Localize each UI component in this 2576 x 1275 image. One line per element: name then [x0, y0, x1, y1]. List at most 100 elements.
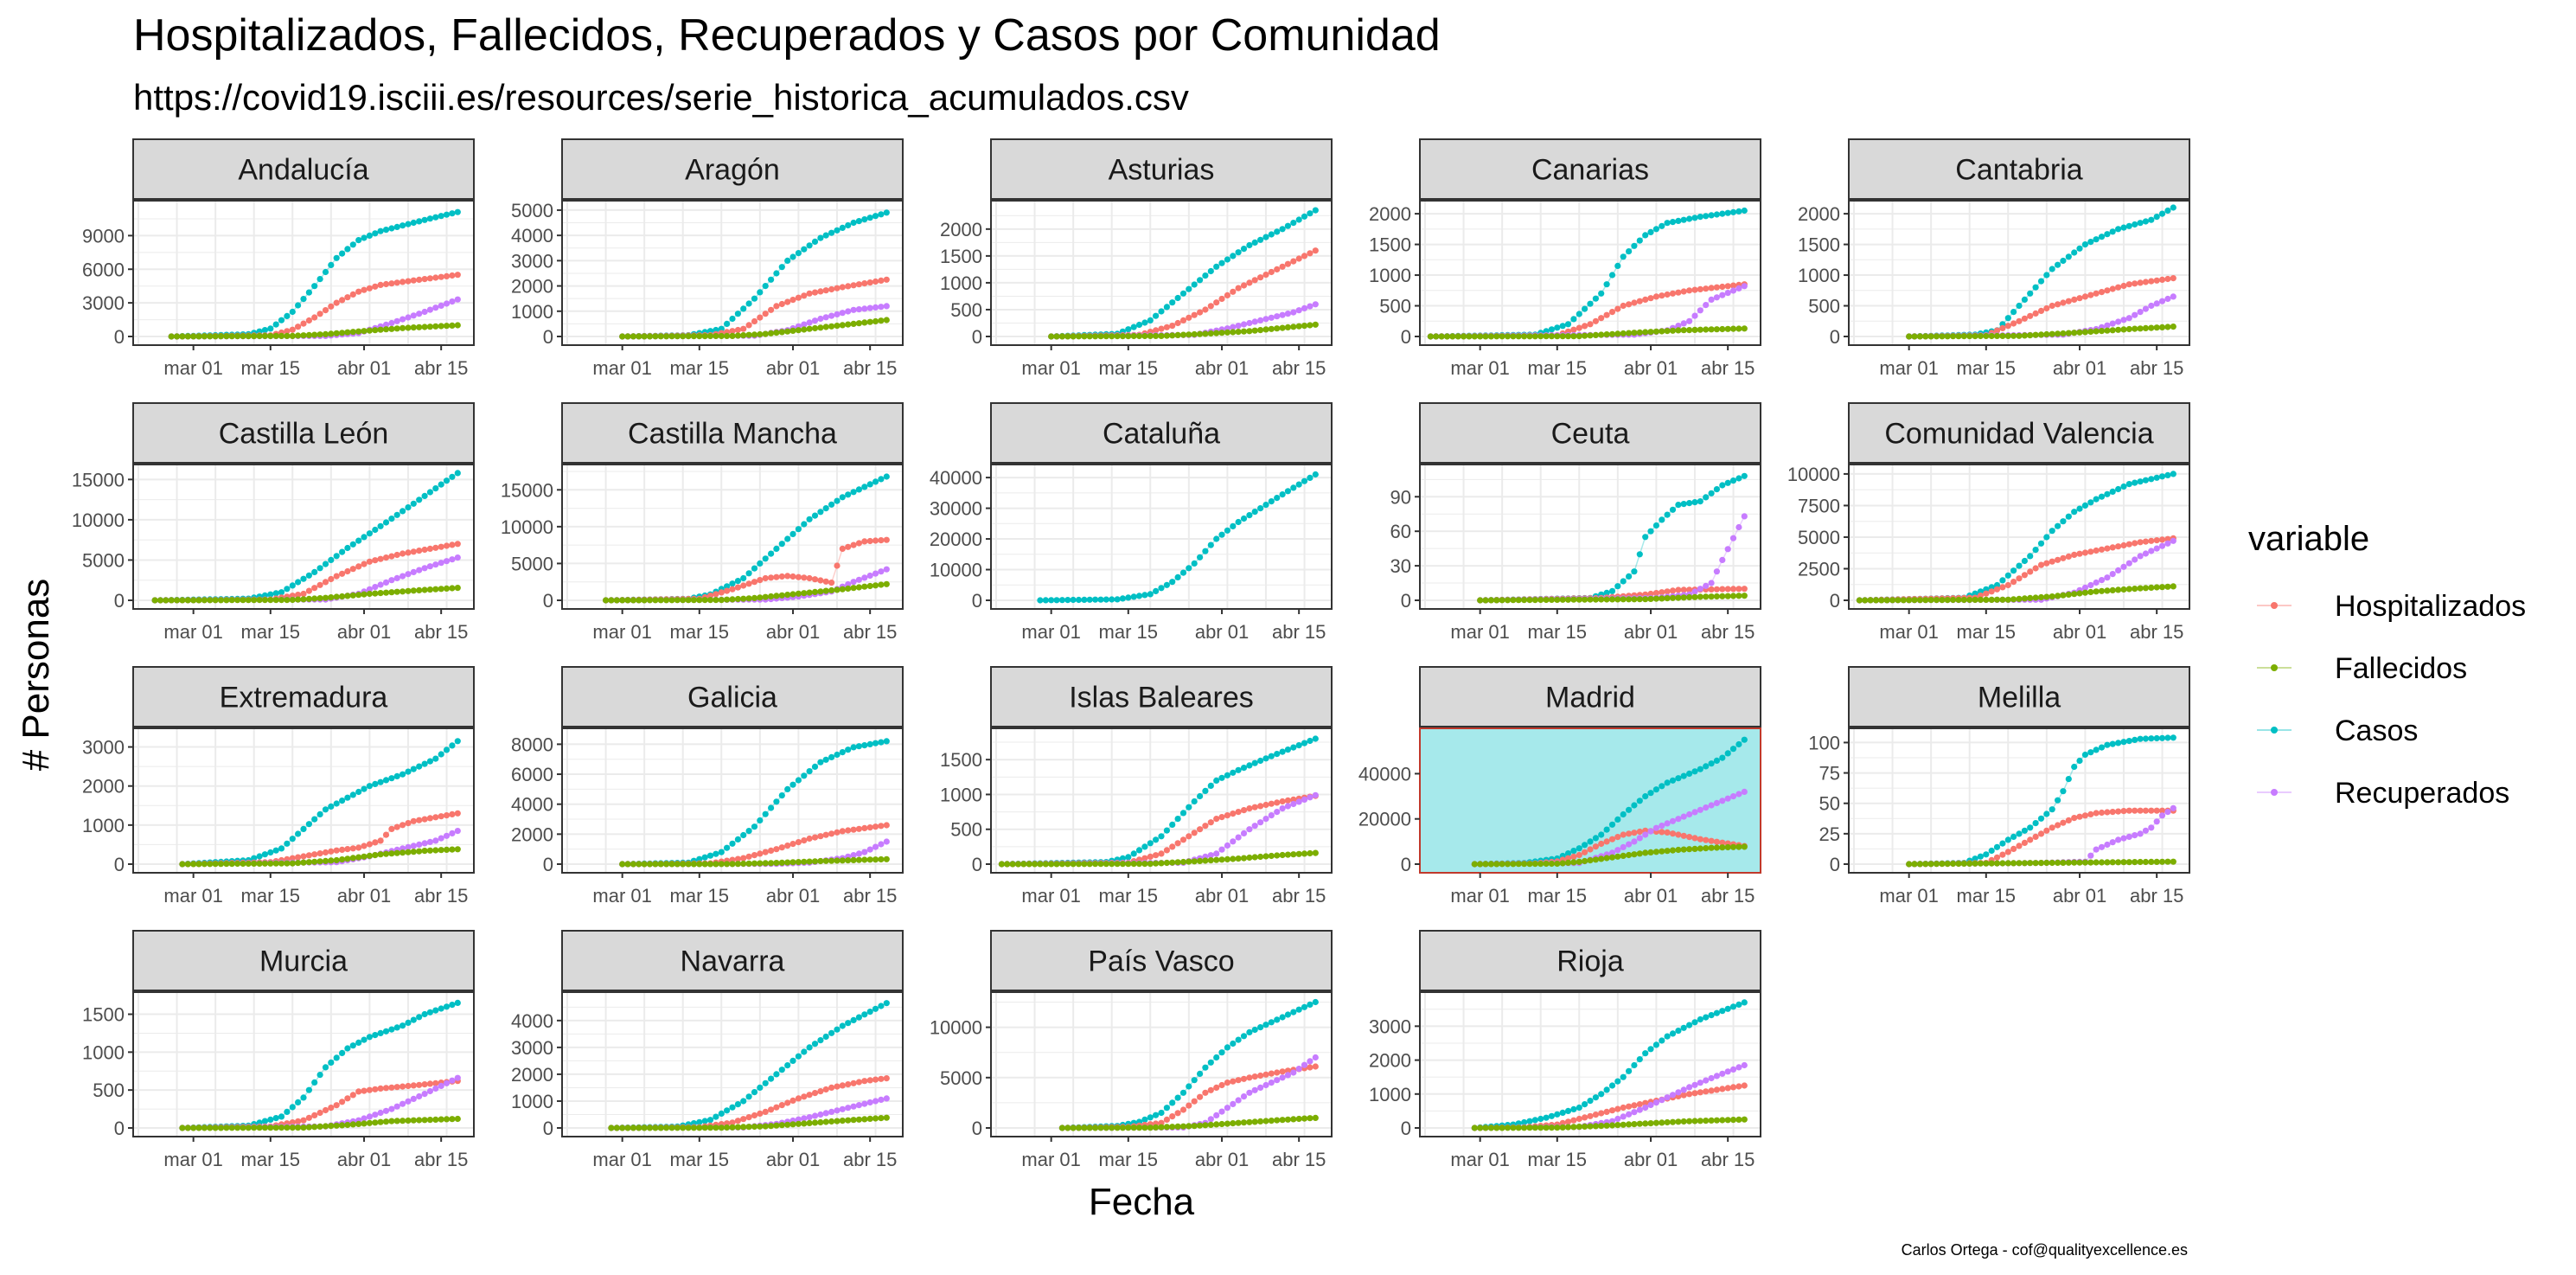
data-point: [1262, 1118, 1269, 1124]
data-point: [261, 597, 268, 604]
data-point: [2065, 817, 2072, 824]
data-point: [1202, 823, 1209, 830]
x-tick-label: abr 15: [843, 1149, 897, 1170]
data-point: [1207, 330, 1214, 337]
data-point: [1531, 1117, 1538, 1124]
data-point: [850, 852, 857, 859]
data-point: [845, 283, 852, 290]
data-point: [2055, 522, 2061, 529]
data-point: [454, 738, 461, 745]
data-point: [1279, 798, 1286, 805]
data-point: [839, 494, 846, 501]
data-point: [382, 326, 390, 333]
data-point: [768, 276, 775, 283]
data-point: [1510, 1124, 1517, 1131]
data-point: [1960, 860, 1967, 868]
data-point: [762, 1123, 769, 1130]
data-point: [1279, 263, 1286, 270]
data-point: [1257, 853, 1264, 861]
data-point: [432, 814, 439, 821]
data-point: [1703, 302, 1710, 309]
legend-label: Casos: [2335, 714, 2418, 747]
data-point: [328, 1105, 335, 1112]
data-point: [1224, 772, 1230, 778]
data-point: [745, 580, 752, 587]
data-point: [845, 857, 852, 864]
data-point: [1647, 1046, 1654, 1053]
data-point: [1735, 285, 1742, 292]
data-point: [426, 586, 433, 593]
data-point: [1724, 795, 1731, 802]
data-point: [1576, 1104, 1582, 1112]
data-point: [1471, 333, 1478, 340]
data-point: [1284, 803, 1291, 810]
data-point: [267, 1116, 274, 1123]
x-tick-label: mar 01: [592, 885, 651, 907]
data-point: [1659, 516, 1665, 523]
y-tick-label: 1500: [1369, 234, 1411, 256]
data-point: [443, 585, 451, 593]
data-point: [2153, 300, 2160, 307]
data-point: [1564, 850, 1572, 857]
data-point: [393, 551, 400, 559]
data-point: [778, 859, 785, 867]
data-point: [1686, 1022, 1693, 1028]
data-point: [1741, 1061, 1748, 1069]
data-point: [2120, 483, 2127, 490]
data-point: [1235, 1036, 1242, 1043]
x-tick-label: abr 15: [2130, 357, 2183, 379]
data-point: [405, 587, 412, 594]
data-point: [1582, 842, 1588, 849]
data-point: [1614, 847, 1621, 854]
data-point: [1999, 840, 2006, 847]
data-point: [1631, 242, 1638, 249]
data-point: [421, 546, 428, 554]
data-point: [1735, 1001, 1742, 1008]
x-tick-label: mar 15: [241, 357, 300, 379]
data-point: [400, 1083, 406, 1090]
data-point: [784, 592, 791, 599]
data-point: [432, 274, 439, 281]
data-point: [416, 1092, 423, 1100]
data-point: [1240, 1093, 1248, 1100]
data-point: [1983, 851, 1990, 858]
data-point: [1191, 1123, 1198, 1130]
data-point: [2125, 586, 2132, 593]
data-point: [1213, 330, 1220, 336]
data-point: [1724, 1068, 1731, 1075]
data-point: [1246, 279, 1253, 286]
data-point: [228, 861, 235, 868]
data-point: [2109, 586, 2116, 594]
data-point: [718, 1124, 725, 1131]
data-point: [811, 1119, 819, 1126]
data-point: [1103, 596, 1109, 603]
data-point: [762, 849, 769, 855]
data-point: [349, 1042, 356, 1049]
data-point: [1213, 816, 1220, 823]
data-point: [1631, 1102, 1638, 1109]
data-point: [1279, 311, 1286, 318]
data-point: [706, 1117, 714, 1124]
data-point: [1213, 1084, 1220, 1091]
facet-strip: [990, 930, 1333, 991]
data-point: [438, 302, 444, 309]
y-tick-label: 7500: [1798, 495, 1840, 516]
data-point: [388, 225, 395, 232]
data-point: [2021, 572, 2028, 579]
data-point: [845, 321, 852, 328]
data-point: [278, 332, 285, 339]
data-point: [2016, 332, 2023, 339]
data-point: [872, 1005, 879, 1012]
data-point: [1729, 843, 1737, 850]
data-point: [817, 315, 824, 323]
data-point: [1614, 816, 1621, 823]
data-point: [1729, 477, 1737, 484]
data-point: [2032, 284, 2039, 291]
facet-strip-label: Murcia: [259, 945, 348, 978]
data-point: [734, 595, 742, 603]
data-point: [1070, 861, 1077, 868]
data-point: [2076, 813, 2083, 820]
data-point: [668, 333, 675, 340]
data-point: [1741, 843, 1748, 850]
data-point: [201, 861, 208, 868]
